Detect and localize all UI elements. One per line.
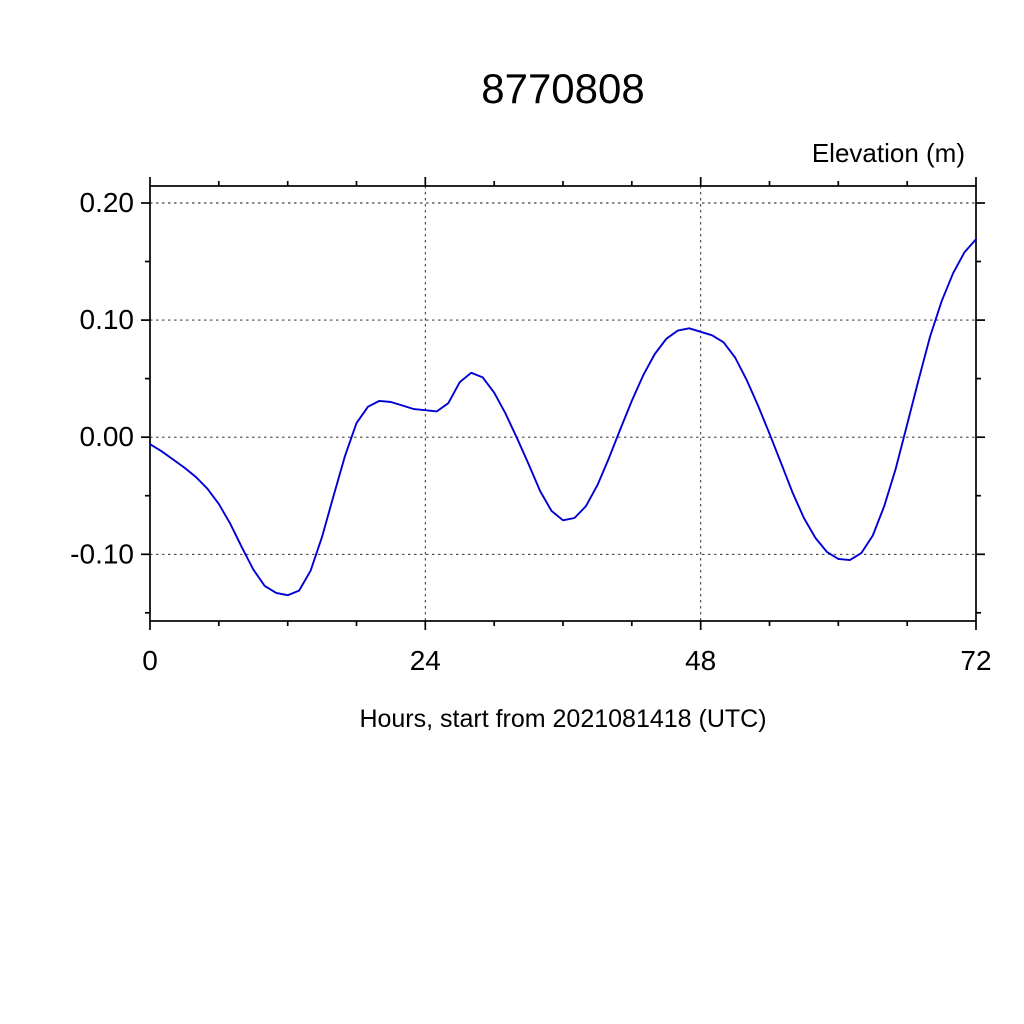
elevation-line bbox=[149, 238, 977, 597]
x-tick-label: 24 bbox=[410, 645, 441, 676]
axis-frame bbox=[149, 185, 977, 622]
x-tick-label: 72 bbox=[960, 645, 991, 676]
x-tick-label: 48 bbox=[685, 645, 716, 676]
y-axis-unit-label: Elevation (m) bbox=[812, 138, 965, 168]
y-tick-label: -0.10 bbox=[70, 538, 134, 569]
chart-title: 8770808 bbox=[481, 65, 645, 112]
x-axis-title: Hours, start from 2021081418 (UTC) bbox=[359, 705, 766, 733]
y-tick-label: 0.20 bbox=[80, 187, 135, 218]
y-tick-label: 0.10 bbox=[80, 304, 135, 335]
plot-area: 0 24 48 72 -0.10 0.00 0.10 0.20 bbox=[70, 177, 992, 676]
y-tick-label: 0.00 bbox=[80, 421, 135, 452]
x-tick-label: 0 bbox=[142, 645, 158, 676]
